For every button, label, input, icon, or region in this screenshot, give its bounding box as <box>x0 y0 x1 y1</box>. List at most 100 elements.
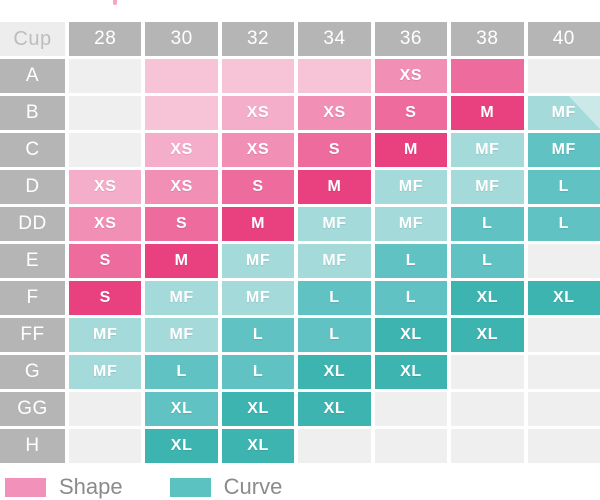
size-cell-label: XL <box>323 400 346 417</box>
size-cell-label: M <box>403 141 418 158</box>
size-cell-label: XS <box>246 141 270 158</box>
size-cell-F-30: MF <box>145 281 218 315</box>
size-cell-C-38: MF <box>451 133 524 167</box>
size-cell-label: MF <box>322 215 347 232</box>
column-header-38: 38 <box>451 22 524 56</box>
size-cell-B-34: XS <box>298 96 371 130</box>
size-cell-label: MF <box>475 178 500 195</box>
legend-item-shape: Shape <box>5 474 123 500</box>
size-cell-label: XS <box>170 141 193 158</box>
legend-item-curve: Curve <box>169 474 283 500</box>
size-cell-E-32: MF <box>221 244 295 278</box>
column-header-30: 30 <box>145 22 218 56</box>
size-cell-label: MF <box>245 252 271 269</box>
size-cell-GG-36 <box>374 392 448 426</box>
size-cell-E-40 <box>527 244 600 278</box>
size-cell-F-38: XL <box>451 281 524 315</box>
size-cell-A-38 <box>451 59 524 93</box>
size-cell-FF-40 <box>527 318 600 352</box>
size-cell-H-38 <box>451 429 524 463</box>
size-cell-A-28 <box>69 59 142 93</box>
row-header-E: E <box>0 244 65 278</box>
size-cell-label: L <box>252 326 264 343</box>
size-cell-FF-30: MF <box>145 318 218 352</box>
size-cell-E-30: M <box>145 244 218 278</box>
size-cell-label: L <box>482 252 493 269</box>
size-cell-label: XL <box>247 437 269 454</box>
size-cell-GG-40 <box>527 392 600 426</box>
size-cell-H-30: XL <box>145 429 218 463</box>
size-cell-B-36: S <box>374 96 448 130</box>
size-cell-DD-32: M <box>221 207 295 241</box>
size-cell-DD-28: XS <box>69 207 142 241</box>
size-cell-D-36: MF <box>374 170 448 204</box>
size-cell-label: MF <box>93 326 118 343</box>
legend-label: Curve <box>223 474 283 499</box>
size-cell-label: MF <box>322 252 347 269</box>
size-cell-label: XS <box>170 178 193 195</box>
size-cell-GG-34: XL <box>298 392 371 426</box>
row-header-A: A <box>0 59 65 93</box>
row-header-F: F <box>0 281 65 315</box>
size-cell-G-36: XL <box>374 355 448 389</box>
size-cell-label: MF <box>398 178 424 195</box>
size-cell-F-28: S <box>69 281 142 315</box>
row-header-D: D <box>0 170 65 204</box>
size-cell-DD-40: L <box>527 207 600 241</box>
size-cell-C-28 <box>69 133 142 167</box>
size-cell-label: S <box>252 178 264 195</box>
size-cell-H-32: XL <box>221 429 295 463</box>
size-cell-B-40: MF <box>527 96 600 130</box>
size-cell-label: M <box>327 178 342 195</box>
size-cell-FF-36: XL <box>374 318 448 352</box>
size-cell-C-32: XS <box>221 133 295 167</box>
row-header-GG: GG <box>0 392 65 426</box>
size-cell-C-30: XS <box>145 133 218 167</box>
size-cell-GG-32: XL <box>221 392 295 426</box>
row-header-B: B <box>0 96 65 130</box>
size-cell-label: M <box>480 104 495 121</box>
column-header-36: 36 <box>374 22 448 56</box>
size-cell-label: XS <box>93 178 117 195</box>
size-cell-label: L <box>329 326 340 343</box>
size-cell-label: XL <box>247 400 269 417</box>
size-cell-A-32 <box>221 59 295 93</box>
size-cell-label: MF <box>169 326 194 343</box>
size-cell-E-34: MF <box>298 244 371 278</box>
row-header-DD: DD <box>0 207 65 241</box>
size-cell-label: L <box>558 178 569 195</box>
size-cell-B-32: XS <box>221 96 295 130</box>
size-cell-label: XS <box>93 215 117 232</box>
row-header-G: G <box>0 355 65 389</box>
legend: Shape Curve <box>5 474 283 500</box>
size-cell-label: XL <box>400 363 422 380</box>
size-cell-D-32: S <box>221 170 295 204</box>
cropped-pink-mark <box>113 0 117 5</box>
size-cell-DD-38: L <box>451 207 524 241</box>
size-cell-label: MF <box>169 289 194 306</box>
size-cell-label: XL <box>170 400 193 417</box>
size-cell-GG-28 <box>69 392 142 426</box>
size-cell-G-32: L <box>221 355 295 389</box>
size-cell-label: XL <box>170 437 193 454</box>
size-cell-D-34: M <box>298 170 371 204</box>
size-cell-label: L <box>405 252 417 269</box>
size-cell-A-40 <box>527 59 600 93</box>
size-cell-label: L <box>405 289 417 306</box>
size-cell-G-30: L <box>145 355 218 389</box>
row-header-C: C <box>0 133 65 167</box>
size-cell-GG-30: XL <box>145 392 218 426</box>
size-cell-label: S <box>328 141 341 158</box>
size-cell-label: XL <box>476 326 499 343</box>
size-cell-D-38: MF <box>451 170 524 204</box>
size-cell-label: S <box>175 215 188 232</box>
size-cell-G-40 <box>527 355 600 389</box>
size-cell-label: MF <box>551 141 576 158</box>
size-cell-D-30: XS <box>145 170 218 204</box>
size-cell-H-34 <box>298 429 371 463</box>
size-cell-C-40: MF <box>527 133 600 167</box>
size-cell-D-40: L <box>527 170 600 204</box>
size-cell-label: XL <box>323 363 346 380</box>
size-cell-A-30 <box>145 59 218 93</box>
size-cell-label: S <box>405 104 417 121</box>
